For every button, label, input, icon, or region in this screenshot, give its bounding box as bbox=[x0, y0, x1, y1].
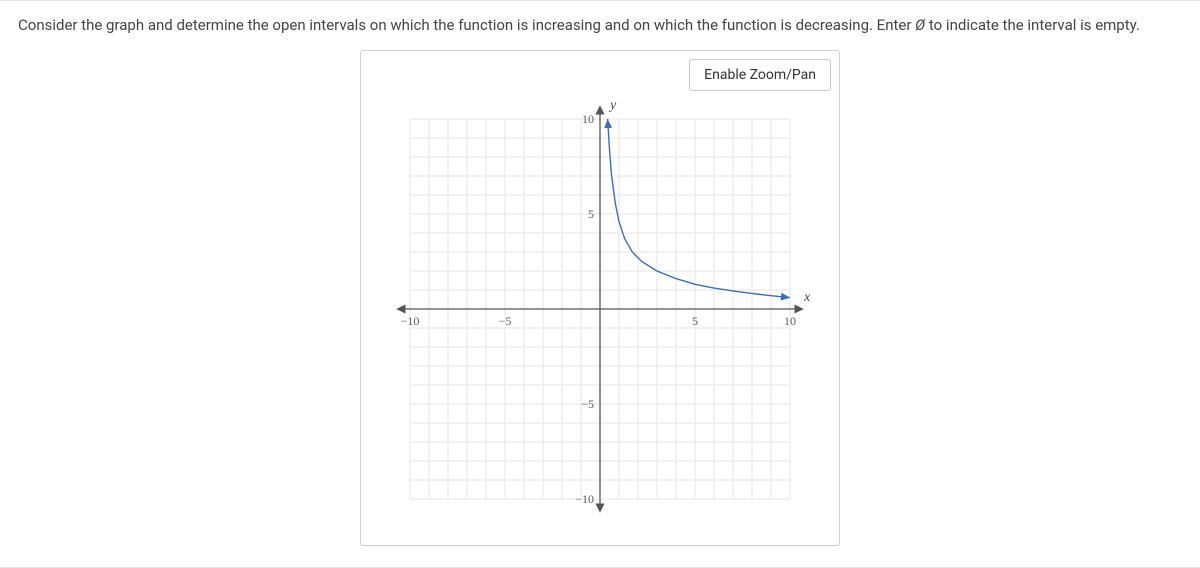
svg-text:5: 5 bbox=[692, 314, 698, 328]
graph-panel: Enable Zoom/Pan −10 −5 5 10 −10 −5 5 10 x y bbox=[360, 50, 840, 546]
function-chart: −10 −5 5 10 −10 −5 5 10 x y bbox=[386, 95, 814, 523]
empty-set-symbol: Ø bbox=[915, 15, 925, 36]
svg-text:5: 5 bbox=[588, 207, 594, 221]
svg-text:−5: −5 bbox=[499, 314, 512, 328]
enable-zoom-button[interactable]: Enable Zoom/Pan bbox=[689, 59, 831, 91]
svg-text:−10: −10 bbox=[401, 314, 420, 328]
svg-text:10: 10 bbox=[784, 314, 796, 328]
svg-text:y: y bbox=[608, 98, 617, 113]
svg-text:x: x bbox=[803, 290, 811, 305]
svg-text:−10: −10 bbox=[575, 492, 594, 506]
svg-text:10: 10 bbox=[582, 112, 594, 126]
question-suffix: to indicate the interval is empty. bbox=[925, 16, 1140, 34]
question-prefix: Consider the graph and determine the ope… bbox=[18, 16, 915, 34]
question-container: Consider the graph and determine the ope… bbox=[0, 0, 1200, 568]
svg-text:−5: −5 bbox=[581, 397, 594, 411]
question-text: Consider the graph and determine the ope… bbox=[18, 15, 1182, 36]
